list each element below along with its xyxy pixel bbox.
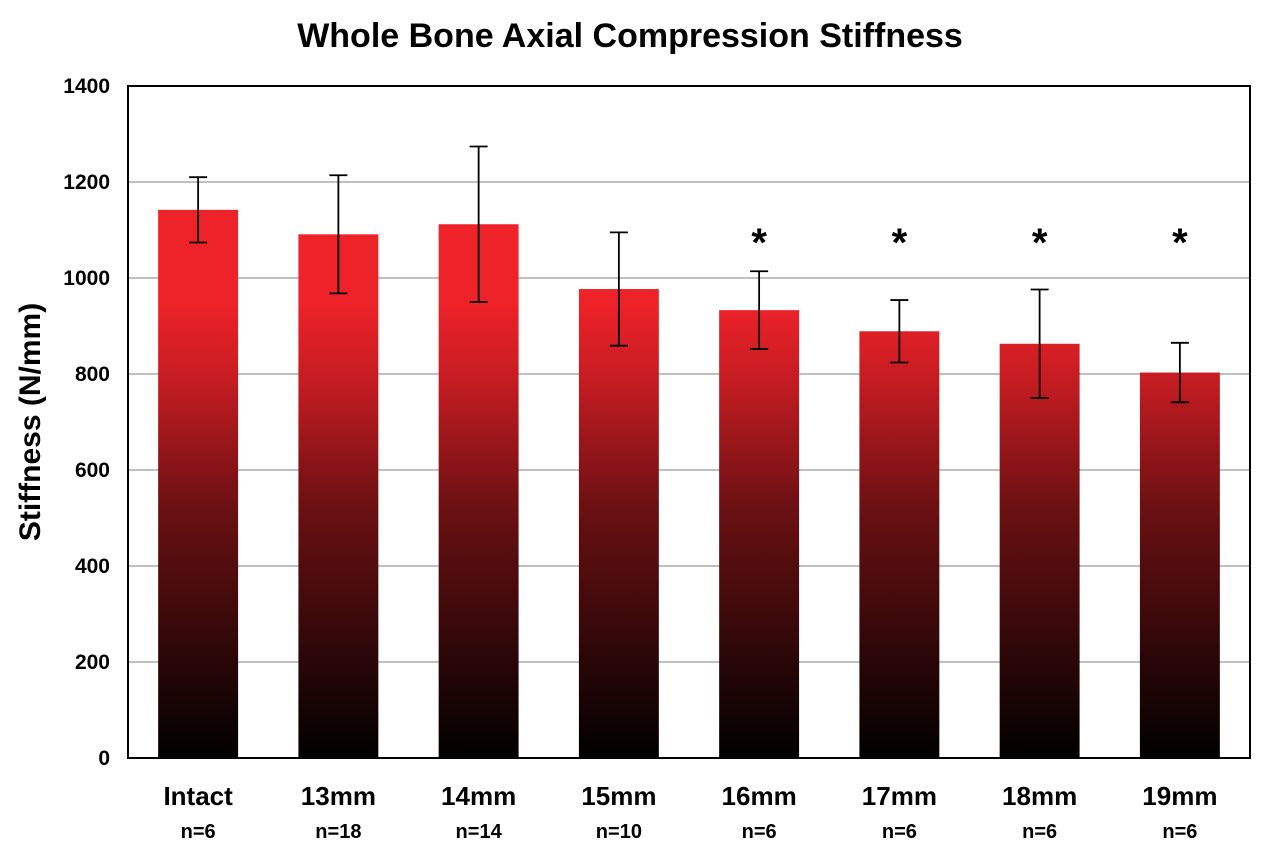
y-axis-label: Stiffness (N/mm) [14, 303, 47, 541]
sample-size-label: n=6 [742, 821, 777, 843]
y-tick-label: 800 [75, 363, 110, 386]
y-tick-label: 1200 [63, 171, 110, 194]
bar [719, 310, 800, 758]
bar [578, 289, 659, 758]
gridlines [128, 181, 1250, 663]
bar [298, 234, 379, 758]
x-category-label: 14mm [441, 781, 516, 811]
x-category-label: 15mm [581, 781, 656, 811]
x-category-label: 19mm [1142, 781, 1217, 811]
y-tick-label: 200 [75, 651, 110, 674]
significance-markers: * * * * [751, 221, 1188, 265]
sample-size-label: n=6 [1022, 821, 1057, 843]
bar [999, 343, 1080, 758]
bar [158, 209, 239, 759]
sample-size-label: n=10 [596, 821, 642, 843]
y-tick-label: 1400 [63, 75, 110, 98]
sample-size-label: n=6 [882, 821, 917, 843]
x-category-label: 13mm [301, 781, 376, 811]
y-tick-label: 1000 [63, 267, 110, 290]
bar [438, 224, 519, 759]
sample-size-label: n=6 [181, 821, 216, 843]
bar [1139, 372, 1220, 758]
error-bars [189, 145, 1189, 404]
bar [859, 331, 940, 758]
sample-size-label: n=18 [315, 821, 361, 843]
y-tick-label: 0 [98, 747, 110, 770]
x-category-label: 16mm [722, 781, 797, 811]
sample-size-label: n=6 [1162, 821, 1197, 843]
x-category-label: Intact [163, 781, 233, 811]
bars [158, 209, 1220, 759]
significance-asterisk: * [892, 221, 908, 265]
chart-title: Whole Bone Axial Compression Stiffness [297, 17, 963, 55]
significance-asterisk: * [751, 221, 767, 265]
sample-size-label: n=14 [456, 821, 503, 843]
x-category-label: 17mm [862, 781, 937, 811]
x-axis-labels: Intact n=6 13mm n=18 14mm n=14 15mm n=10 16mm n=6… [163, 781, 1217, 843]
significance-asterisk: * [1032, 221, 1048, 265]
x-category-label: 18mm [1002, 781, 1077, 811]
y-tick-label: 400 [75, 555, 110, 578]
y-tick-label: 600 [75, 459, 110, 482]
y-axis-ticks: 0 200 400 600 800 1000 1200 1400 [63, 75, 110, 770]
plot-area-frame [127, 85, 1251, 759]
significance-asterisk: * [1172, 221, 1188, 265]
